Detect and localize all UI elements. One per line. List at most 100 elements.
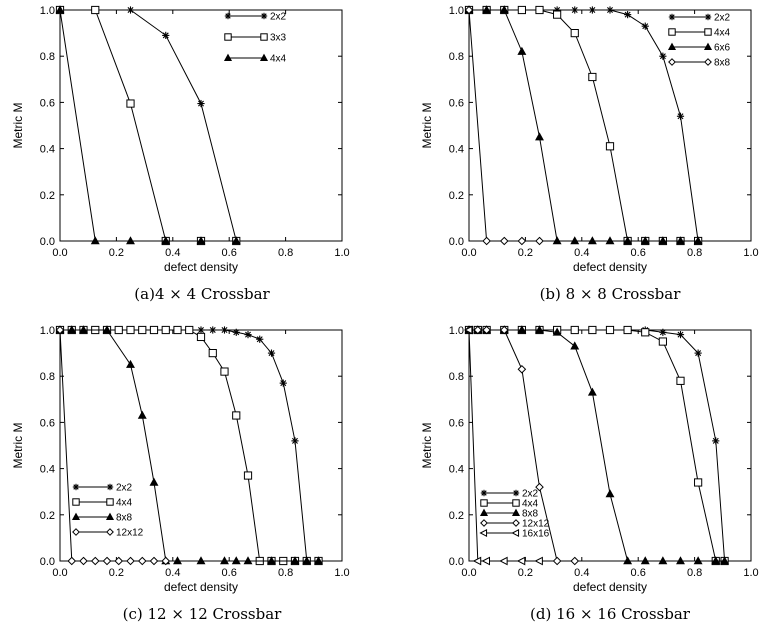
- series-line: [468, 9, 540, 242]
- data-point: [587, 387, 597, 396]
- data-point: [231, 236, 241, 245]
- data-point: [126, 236, 135, 245]
- data-point: [149, 477, 159, 486]
- y-tick-label: 1.0: [449, 5, 464, 17]
- data-point: [126, 6, 135, 14]
- series-line: [469, 9, 699, 242]
- panel-caption: (c) 12 × 12 Crossbar: [123, 605, 283, 623]
- legend-marker: [512, 499, 520, 507]
- legend-marker: [512, 489, 520, 497]
- x-tick-label: 0.8: [278, 567, 293, 579]
- data-point: [473, 325, 483, 335]
- data-point: [161, 556, 171, 566]
- plot-frame: [59, 9, 343, 242]
- legend-marker: [668, 13, 676, 21]
- y-axis-label: Metric M: [420, 423, 434, 469]
- data-point: [173, 556, 182, 565]
- x-axis-label: defect density: [164, 260, 238, 274]
- data-point: [243, 556, 253, 565]
- legend-marker: [512, 519, 520, 527]
- legend-marker: [72, 498, 80, 506]
- x-tick-label: 0.4: [165, 567, 180, 579]
- data-point: [658, 556, 668, 565]
- data-point: [640, 236, 650, 245]
- y-axis-label: Metric M: [420, 103, 434, 149]
- legend-marker: [668, 28, 676, 36]
- legend-marker: [668, 58, 676, 66]
- legend-marker: [704, 58, 712, 66]
- y-tick-label: 0.8: [449, 371, 464, 383]
- y-tick-label: 0.4: [40, 144, 55, 156]
- legend-marker: [479, 508, 489, 516]
- data-point: [571, 6, 579, 14]
- data-point: [267, 349, 276, 357]
- data-point: [711, 556, 721, 565]
- data-point: [137, 556, 147, 566]
- legend-marker: [479, 528, 488, 538]
- y-tick-label: 1.0: [40, 325, 55, 337]
- legend: 2x2 4x4 8x8 12x12: [71, 483, 144, 539]
- x-tick-label: 1.0: [743, 567, 758, 579]
- series-16x16: [463, 325, 543, 566]
- data-point: [588, 6, 596, 14]
- y-tick-label: 0.0: [40, 556, 55, 568]
- legend-label: 4x4: [116, 498, 133, 509]
- series-line: [60, 329, 319, 562]
- x-tick-label: 0.0: [461, 247, 476, 259]
- data-point: [535, 236, 544, 246]
- series-4x4: [464, 325, 729, 566]
- data-point: [535, 325, 544, 334]
- data-point: [472, 556, 482, 566]
- x-tick-label: 0.2: [518, 567, 533, 579]
- data-point: [55, 5, 65, 14]
- legend-marker: [72, 483, 80, 491]
- y-tick-label: 0.4: [40, 464, 55, 476]
- legend-marker: [704, 28, 712, 36]
- x-tick-label: 0.8: [278, 247, 293, 259]
- data-point: [482, 5, 492, 14]
- data-point: [314, 556, 323, 565]
- legend-label: 6x6: [714, 43, 731, 54]
- legend-marker: [223, 53, 233, 61]
- data-point: [244, 331, 252, 339]
- data-point: [517, 325, 527, 334]
- data-point: [570, 325, 579, 335]
- y-tick-label: 0.6: [449, 417, 464, 429]
- data-point: [302, 556, 312, 565]
- series-8x8: [464, 5, 544, 246]
- series-6x6: [464, 5, 703, 245]
- data-point: [676, 376, 685, 385]
- legend-label: 4x4: [714, 28, 731, 39]
- data-point: [90, 556, 100, 566]
- data-point: [126, 325, 135, 335]
- legend-marker: [704, 13, 712, 21]
- data-point: [90, 236, 100, 245]
- legend-marker: [480, 499, 488, 507]
- data-point: [197, 326, 205, 334]
- series-12x12: [55, 325, 171, 566]
- data-point: [79, 556, 88, 566]
- data-point: [161, 236, 171, 245]
- y-tick-label: 0.6: [40, 417, 55, 429]
- data-point: [114, 556, 124, 566]
- legend-marker: [511, 508, 521, 516]
- data-point: [659, 328, 667, 336]
- series-8x8: [55, 325, 323, 565]
- x-axis-label: defect density: [164, 580, 238, 594]
- data-point: [267, 556, 276, 565]
- legend-label: 2x2: [522, 489, 539, 500]
- legend-marker: [106, 528, 114, 536]
- y-tick-label: 0.6: [449, 97, 464, 109]
- x-tick-label: 0.4: [165, 247, 180, 259]
- data-point: [676, 112, 685, 120]
- data-point: [481, 556, 491, 566]
- x-tick-label: 1.0: [334, 247, 349, 259]
- data-point: [126, 359, 135, 368]
- data-point: [658, 337, 667, 346]
- data-point: [256, 335, 264, 343]
- legend-marker: [106, 483, 114, 491]
- data-point: [570, 556, 580, 566]
- x-tick-label: 1.0: [743, 247, 758, 259]
- data-point: [676, 331, 685, 339]
- data-point: [499, 5, 509, 14]
